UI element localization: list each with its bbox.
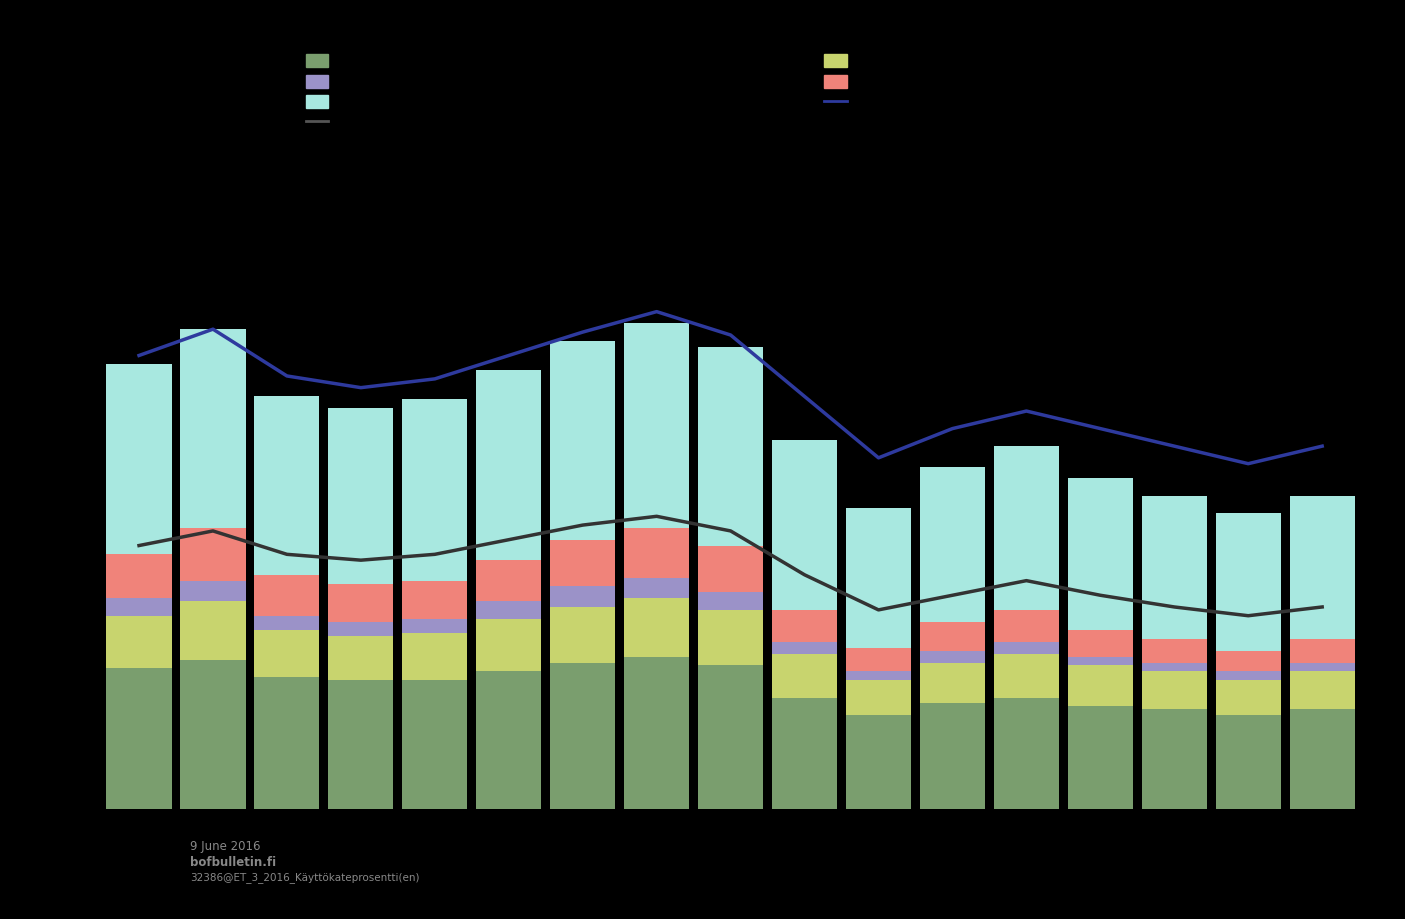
Bar bbox=[1215, 680, 1281, 715]
Bar bbox=[846, 715, 910, 809]
Bar bbox=[846, 507, 910, 648]
Bar bbox=[1290, 709, 1354, 809]
Bar bbox=[698, 665, 763, 809]
Bar bbox=[624, 657, 690, 809]
Bar bbox=[329, 584, 393, 621]
Bar bbox=[476, 618, 541, 671]
Bar bbox=[920, 663, 985, 703]
Bar bbox=[476, 561, 541, 601]
Bar bbox=[254, 677, 319, 809]
Bar bbox=[1068, 657, 1132, 665]
Bar bbox=[1068, 630, 1132, 657]
Bar bbox=[1142, 496, 1207, 639]
Bar bbox=[1142, 709, 1207, 809]
Bar bbox=[993, 653, 1059, 698]
Bar bbox=[624, 323, 690, 528]
Bar bbox=[1215, 671, 1281, 680]
Text: 32386@ET_3_2016_Käyttökateprosentti(en): 32386@ET_3_2016_Käyttökateprosentti(en) bbox=[190, 872, 419, 883]
Bar bbox=[476, 601, 541, 618]
Bar bbox=[993, 446, 1059, 610]
Bar bbox=[551, 607, 615, 663]
Bar bbox=[402, 680, 468, 809]
Bar bbox=[402, 400, 468, 581]
Bar bbox=[551, 663, 615, 809]
Bar bbox=[624, 578, 690, 598]
Legend:  ,  ,  : , , bbox=[819, 50, 861, 114]
Bar bbox=[476, 671, 541, 809]
Bar bbox=[254, 616, 319, 630]
Bar bbox=[698, 346, 763, 546]
Bar bbox=[920, 703, 985, 809]
Text: bofbulletin.fi: bofbulletin.fi bbox=[190, 856, 275, 868]
Bar bbox=[402, 618, 468, 633]
Bar bbox=[771, 642, 837, 653]
Bar bbox=[254, 396, 319, 574]
Bar bbox=[698, 610, 763, 665]
Bar bbox=[402, 581, 468, 618]
Bar bbox=[993, 610, 1059, 642]
Bar bbox=[846, 680, 910, 715]
Bar bbox=[329, 636, 393, 680]
Bar bbox=[329, 680, 393, 809]
Bar bbox=[1068, 707, 1132, 809]
Bar bbox=[329, 408, 393, 584]
Bar bbox=[107, 364, 171, 554]
Bar bbox=[1068, 478, 1132, 630]
Bar bbox=[1215, 514, 1281, 651]
Bar bbox=[107, 554, 171, 598]
Bar bbox=[1290, 639, 1354, 663]
Text: 9 June 2016: 9 June 2016 bbox=[190, 840, 260, 853]
Bar bbox=[846, 648, 910, 671]
Bar bbox=[107, 598, 171, 616]
Bar bbox=[551, 539, 615, 586]
Bar bbox=[551, 586, 615, 607]
Bar bbox=[180, 660, 246, 809]
Bar bbox=[698, 593, 763, 610]
Bar bbox=[993, 698, 1059, 809]
Bar bbox=[1290, 663, 1354, 671]
Bar bbox=[920, 467, 985, 621]
Bar bbox=[180, 528, 246, 581]
Bar bbox=[551, 341, 615, 539]
Bar bbox=[993, 642, 1059, 653]
Bar bbox=[1068, 665, 1132, 707]
Bar bbox=[1290, 671, 1354, 709]
Bar bbox=[1142, 671, 1207, 709]
Bar bbox=[1215, 651, 1281, 671]
Bar bbox=[698, 546, 763, 593]
Bar bbox=[771, 610, 837, 642]
Bar bbox=[771, 698, 837, 809]
Bar bbox=[1290, 496, 1354, 639]
Bar bbox=[254, 630, 319, 677]
Bar bbox=[476, 370, 541, 561]
Bar bbox=[107, 616, 171, 668]
Bar bbox=[771, 653, 837, 698]
Bar bbox=[107, 668, 171, 809]
Bar bbox=[846, 671, 910, 680]
Bar bbox=[624, 598, 690, 657]
Bar bbox=[254, 574, 319, 616]
Bar bbox=[180, 581, 246, 601]
Bar bbox=[920, 651, 985, 663]
Bar bbox=[180, 329, 246, 528]
Bar bbox=[402, 633, 468, 680]
Bar bbox=[329, 621, 393, 636]
Bar bbox=[920, 621, 985, 651]
Bar bbox=[1215, 715, 1281, 809]
Bar bbox=[624, 528, 690, 578]
Bar bbox=[1142, 663, 1207, 671]
Bar bbox=[771, 440, 837, 610]
Bar bbox=[180, 601, 246, 660]
Bar bbox=[1142, 639, 1207, 663]
